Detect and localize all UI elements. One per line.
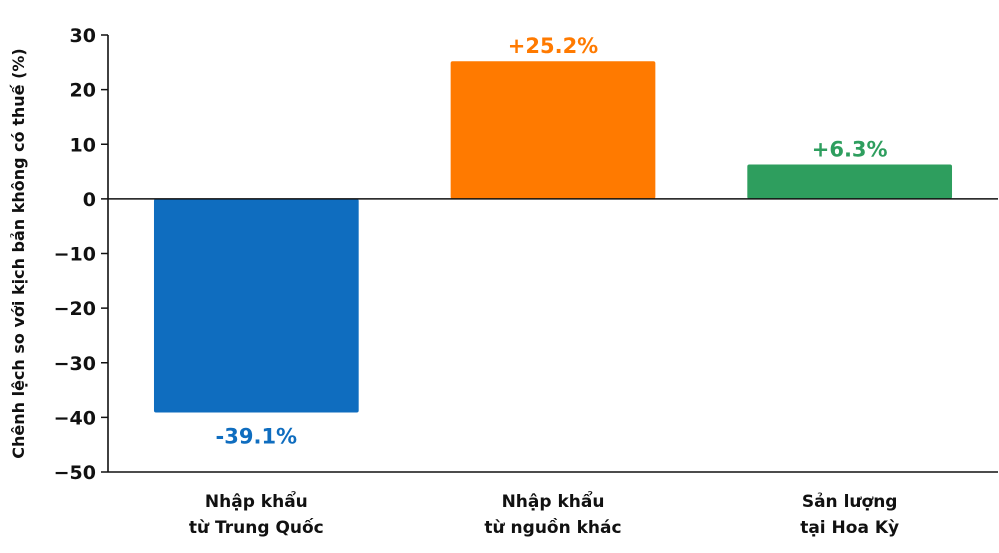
y-tick-label: 30 bbox=[70, 25, 96, 47]
y-tick-label: −40 bbox=[54, 407, 96, 429]
category-label: Nhập khẩu bbox=[205, 490, 308, 512]
category-label: Sản lượng bbox=[802, 492, 898, 512]
y-axis-label: Chênh lệch so với kịch bản không có thuế… bbox=[9, 48, 28, 458]
data-label: +25.2% bbox=[508, 34, 598, 58]
category-label: Nhập khẩu bbox=[502, 490, 605, 512]
axes bbox=[107, 35, 998, 473]
y-tick-label: −20 bbox=[54, 298, 96, 320]
y-tick-label: 0 bbox=[83, 189, 96, 211]
y-tick-label: −30 bbox=[54, 353, 96, 375]
category-label: từ nguồn khác bbox=[484, 517, 621, 538]
bar bbox=[450, 61, 656, 199]
y-tick-label: 20 bbox=[70, 80, 96, 102]
data-label: -39.1% bbox=[216, 424, 298, 448]
bar bbox=[153, 198, 359, 413]
category-label: tại Hoa Kỳ bbox=[800, 518, 899, 538]
data-label: +6.3% bbox=[812, 137, 888, 161]
bar bbox=[747, 164, 953, 199]
category-label: từ Trung Quốc bbox=[189, 517, 324, 538]
y-tick-label: 10 bbox=[70, 134, 96, 156]
y-tick-label: −10 bbox=[54, 244, 96, 266]
x-axis-categories: Nhập khẩu từ Trung Quốc Nhập khẩu từ nguồn … bbox=[189, 490, 899, 538]
bars bbox=[153, 61, 953, 413]
y-tick-label: −50 bbox=[54, 462, 96, 484]
y-axis-ticks: 30 20 10 0 −10 −20 −30 −40 −50 bbox=[54, 25, 108, 484]
data-labels: -39.1% +25.2% +6.3% bbox=[216, 34, 888, 448]
